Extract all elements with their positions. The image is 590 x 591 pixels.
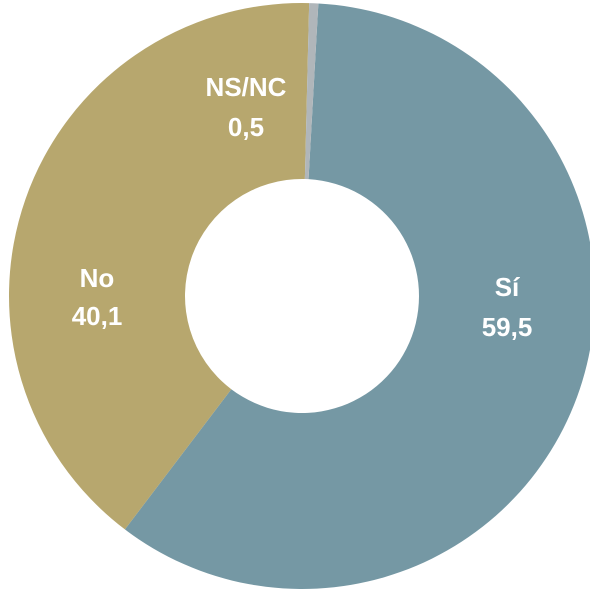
slice-no xyxy=(9,3,310,530)
slice-label-nsnc-value: 0,5 xyxy=(228,112,264,142)
slice-sí xyxy=(124,3,590,589)
slice-label-no-name: No xyxy=(80,263,115,293)
slice-label-si-value: 59,5 xyxy=(482,312,533,342)
slice-label-no: No 40,1 xyxy=(72,263,123,331)
slice-label-nsnc: NS/NC 0,5 xyxy=(206,72,287,142)
slice-label-si: Sí 59,5 xyxy=(482,272,533,342)
slice-label-no-value: 40,1 xyxy=(72,301,123,331)
donut-slices xyxy=(9,3,590,589)
slice-label-si-name: Sí xyxy=(495,272,520,302)
slice-label-nsnc-name: NS/NC xyxy=(206,72,287,102)
slice-ns-nc xyxy=(304,3,319,180)
